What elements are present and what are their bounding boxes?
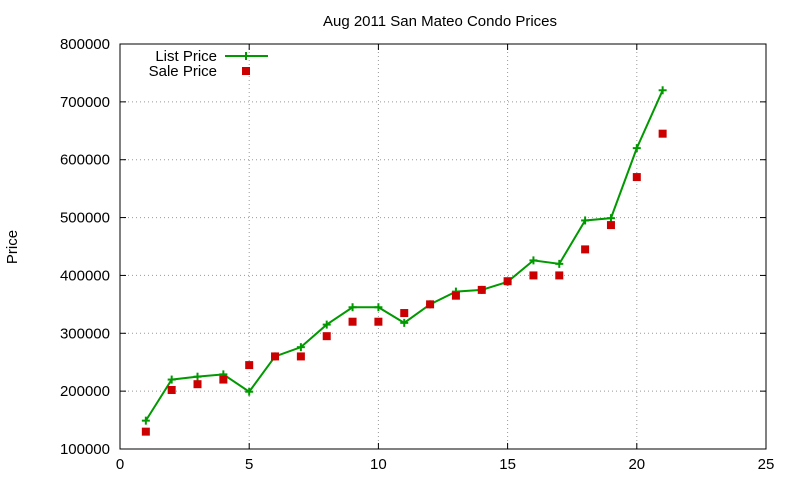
y-tick-label: 800000 — [60, 36, 110, 53]
sale-price-point — [322, 332, 331, 341]
y-tick-label: 700000 — [60, 94, 110, 111]
x-tick-label: 20 — [628, 456, 645, 473]
legend-label-sale-price: Sale Price — [149, 63, 217, 80]
y-axis-label: Price — [4, 230, 21, 264]
axes — [119, 43, 767, 450]
series-points — [141, 86, 667, 436]
y-tick-label: 500000 — [60, 210, 110, 227]
list-price-point — [400, 318, 409, 327]
list-price-point — [322, 320, 331, 329]
list-price-point — [581, 216, 590, 225]
x-tick-label: 25 — [758, 456, 775, 473]
sale-price-point — [271, 352, 280, 361]
y-tick-label: 600000 — [60, 152, 110, 169]
sale-price-point — [426, 300, 435, 309]
sale-price-point — [167, 385, 176, 394]
sale-price-point — [141, 427, 150, 436]
sale-price-point — [555, 271, 564, 280]
grid — [120, 44, 766, 449]
list-price-point — [632, 144, 641, 153]
plot-border — [119, 43, 767, 450]
y-tick-label: 100000 — [60, 441, 110, 458]
sale-price-point — [348, 317, 357, 326]
sale-price-point — [374, 317, 383, 326]
list-price-point — [529, 256, 538, 265]
list-price-point — [296, 343, 305, 352]
y-axis-ticks: 100000 200000 300000 400000 500000 600000 7000… — [60, 36, 766, 458]
list-price-point — [141, 416, 150, 425]
list-price-point — [167, 375, 176, 384]
legend-label-list-price: List Price — [155, 48, 217, 65]
sale-price-point — [219, 375, 228, 384]
x-axis-ticks: 0 5 10 15 20 25 — [116, 44, 775, 473]
legend-marker-sale-price — [242, 67, 250, 75]
x-tick-label: 15 — [499, 456, 516, 473]
y-tick-label: 300000 — [60, 325, 110, 342]
sale-price-point — [529, 271, 538, 280]
list-price-point — [193, 372, 202, 381]
y-tick-label: 400000 — [60, 267, 110, 284]
sale-price-point — [296, 352, 305, 361]
x-tick-label: 5 — [245, 456, 253, 473]
sale-price-point — [503, 277, 512, 286]
list-price-point — [348, 303, 357, 312]
x-tick-label: 10 — [370, 456, 387, 473]
list-price-point — [658, 86, 667, 95]
sale-price-point — [606, 221, 615, 230]
sale-price-point — [451, 291, 460, 300]
sale-price-point — [581, 245, 590, 254]
sale-price-point — [658, 129, 667, 138]
y-tick-label: 200000 — [60, 383, 110, 400]
list-price-point — [245, 387, 254, 396]
list-price-point — [374, 303, 383, 312]
x-tick-label: 0 — [116, 456, 124, 473]
sale-price-point — [632, 173, 641, 182]
sale-price-point — [477, 285, 486, 294]
sale-price-point — [400, 309, 409, 318]
list-price-point — [555, 259, 564, 268]
list-price-point — [606, 214, 615, 223]
chart-title: Aug 2011 San Mateo Condo Prices — [323, 13, 557, 30]
legend-marker-list-price — [242, 52, 250, 60]
sale-price-point — [245, 361, 254, 370]
sale-price-point — [193, 380, 202, 389]
